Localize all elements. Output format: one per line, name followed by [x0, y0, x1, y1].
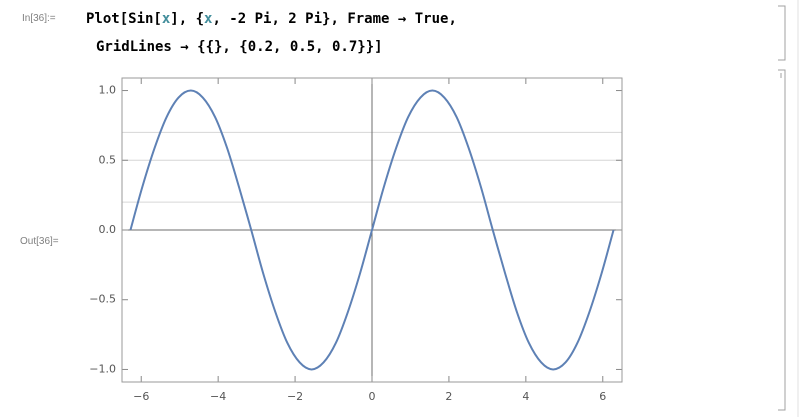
code-token: ], { [170, 11, 204, 27]
code-token: , -2 Pi, 2 Pi}, Frame → True, [212, 11, 456, 27]
y-tick-label: 0.5 [99, 153, 117, 166]
code-token: Plot[Sin[ [86, 11, 162, 27]
plot: −6 −4 −2 0 2 4 6 −1.0 −0.5 0.0 0.5 1.0 [89, 77, 623, 403]
input-cell-bracket[interactable] [778, 5, 786, 61]
x-tick-label: −4 [210, 390, 226, 403]
code-line: Plot[Sin[x], {x, -2 Pi, 2 Pi}, Frame → T… [86, 11, 457, 27]
input-label: In[36]:= [22, 13, 56, 24]
code-line: GridLines → {{}, {0.2, 0.5, 0.7}}] [96, 39, 383, 55]
output-label: Out[36]= [20, 236, 59, 247]
frame [121, 77, 623, 383]
code-token: x [204, 11, 213, 27]
code-token: x [162, 11, 171, 27]
y-tick-label: −1.0 [89, 362, 116, 375]
input-code[interactable]: Plot[Sin[x], {x, -2 Pi, 2 Pi}, Frame → T… [86, 11, 457, 55]
code-token: GridLines → {{}, {0.2, 0.5, 0.7}}] [96, 39, 383, 55]
output-cell-bracket[interactable] [778, 69, 786, 411]
x-tick-label: −6 [133, 390, 149, 403]
y-tick-label: −0.5 [89, 293, 116, 306]
curve [129, 89, 615, 371]
x-tick-label: 0 [369, 390, 376, 403]
y-tick-label: 0.0 [99, 223, 117, 236]
x-tick-label: 6 [599, 390, 606, 403]
y-tick-label: 1.0 [99, 84, 117, 97]
x-tick-label: 4 [522, 390, 529, 403]
x-tick-label: 2 [445, 390, 452, 403]
x-tick-label: −2 [287, 390, 303, 403]
